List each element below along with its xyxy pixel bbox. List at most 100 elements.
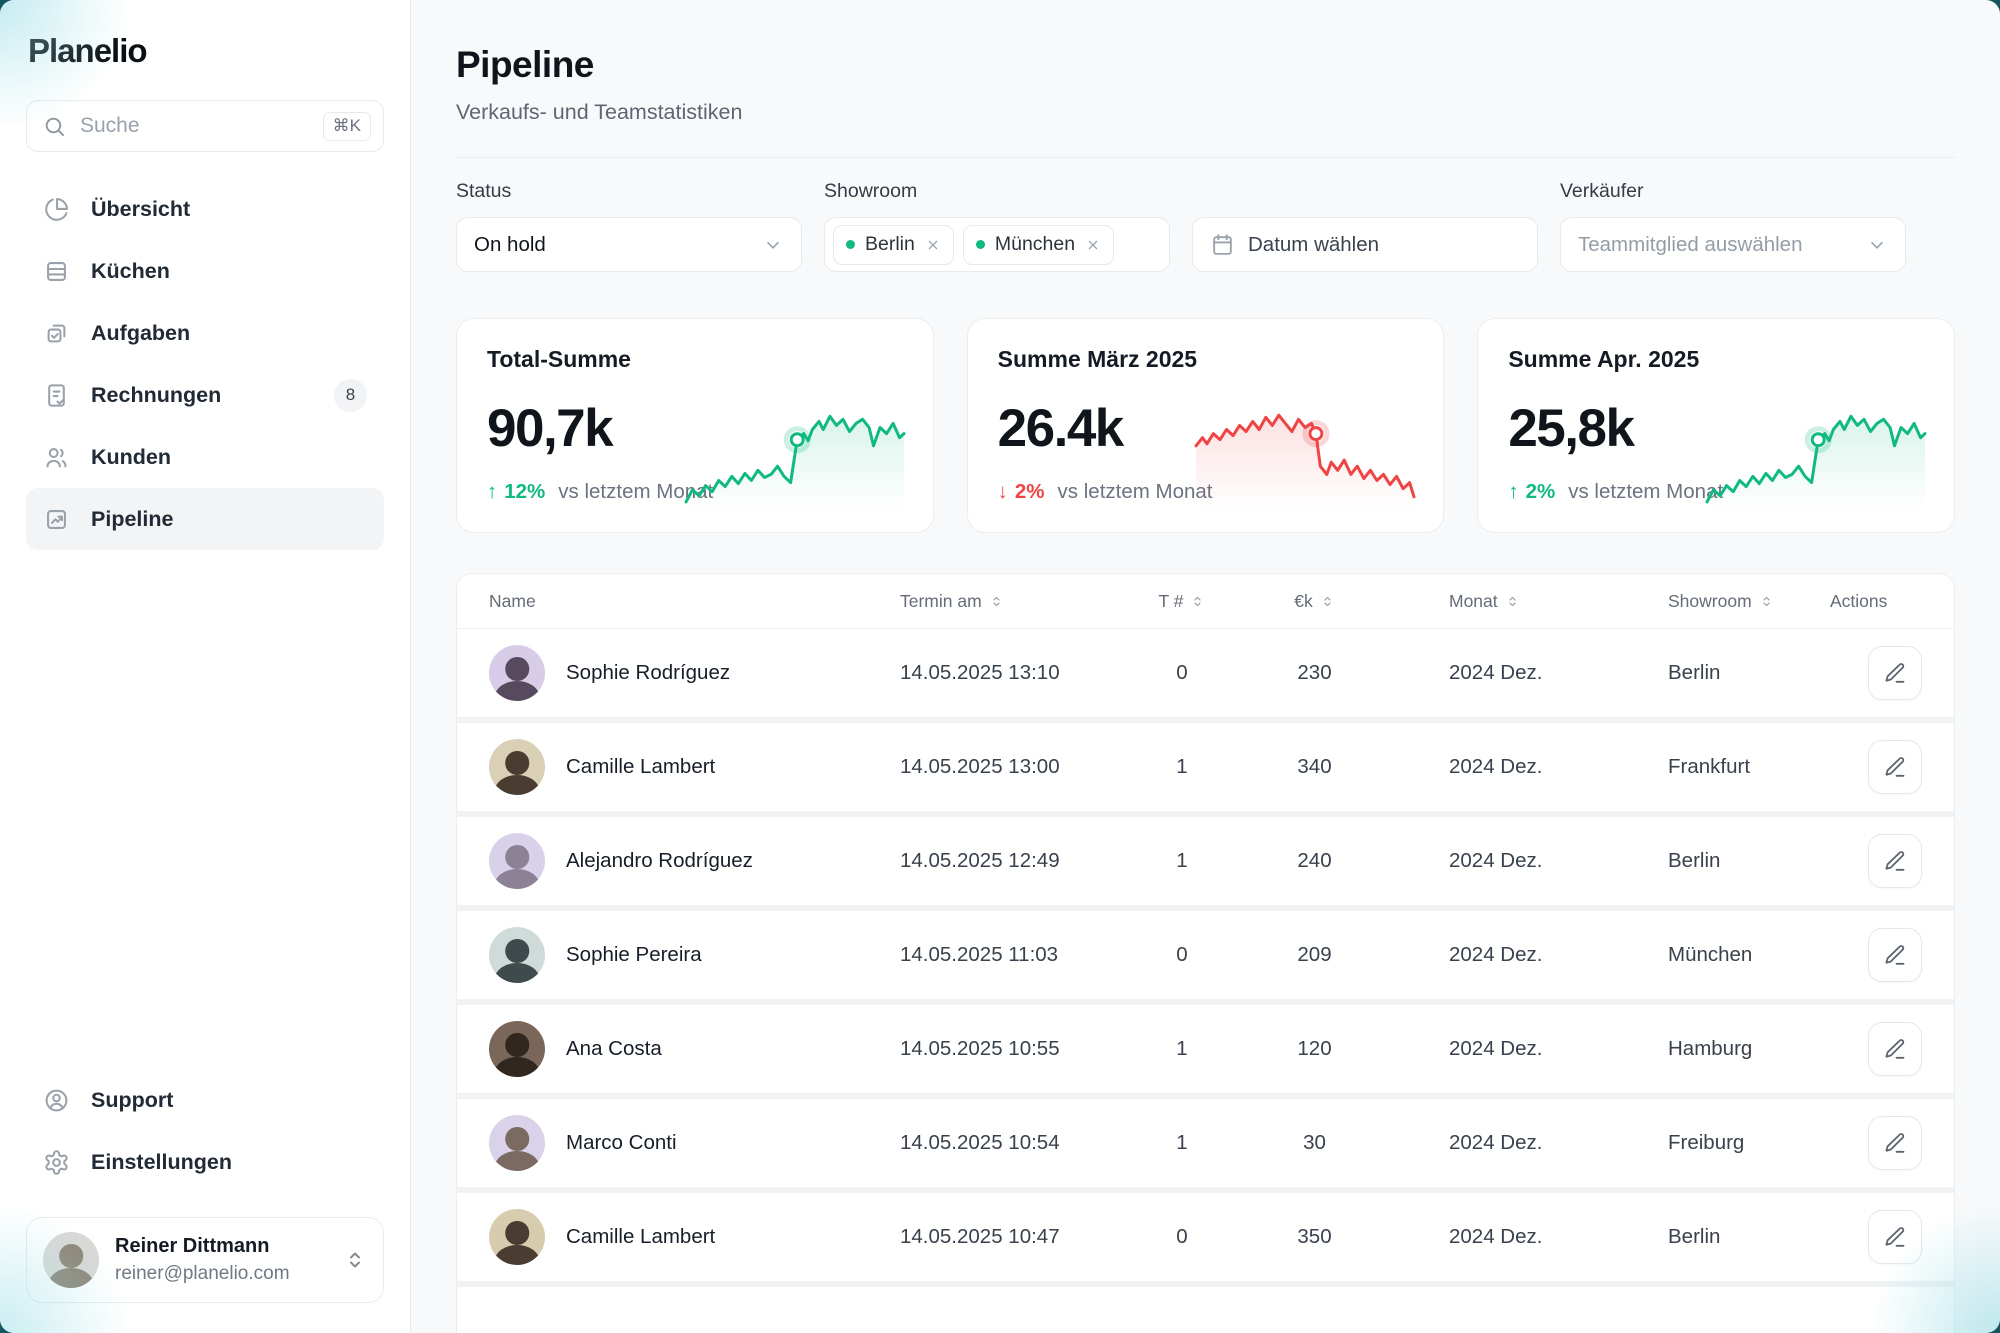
cell-t-count: 1 xyxy=(1176,1037,1188,1060)
sidebar-item-label: Übersicht xyxy=(91,196,191,221)
sidebar-item-label: Pipeline xyxy=(91,506,174,531)
date-picker-button[interactable]: Datum wählen xyxy=(1192,217,1538,272)
seller-select-placeholder: Teammitglied auswählen xyxy=(1578,232,1803,256)
cell-termin: 14.05.2025 11:03 xyxy=(900,943,1059,966)
sidebar-item-support[interactable]: Support xyxy=(26,1069,384,1131)
cell-showroom: Hamburg xyxy=(1668,1037,1753,1060)
customer-name: Camille Lambert xyxy=(566,1225,716,1248)
cell-name: Sophie Rodríguez xyxy=(489,645,900,701)
cell-name: Alejandro Rodríguez xyxy=(489,833,900,889)
column-label: T # xyxy=(1158,590,1184,611)
customer-name: Alejandro Rodríguez xyxy=(566,849,753,872)
cell-monat: 2024 Dez. xyxy=(1449,661,1543,684)
column-header-t[interactable]: T # xyxy=(1122,591,1242,612)
avatar xyxy=(43,1232,99,1288)
chevrons-up-down-icon xyxy=(343,1248,367,1272)
chevron-down-icon xyxy=(762,234,784,256)
delta-caption: vs letztem Monat xyxy=(558,480,714,503)
showroom-multiselect[interactable]: Berlin München xyxy=(824,217,1170,272)
sidebar-nav: Übersicht Küchen Aufgaben Rec xyxy=(26,178,384,550)
search-input[interactable]: Suche ⌘K xyxy=(26,100,384,152)
sidebar-item-pipeline[interactable]: Pipeline xyxy=(26,488,384,550)
cell-name: Ana Costa xyxy=(489,1021,900,1077)
cell-showroom: Freiburg xyxy=(1668,1131,1745,1154)
sidebar-item-label: Rechnungen xyxy=(91,382,222,407)
edit-row-button[interactable] xyxy=(1868,1210,1922,1264)
users-icon xyxy=(43,444,70,471)
cell-termin: 14.05.2025 10:55 xyxy=(900,1037,1060,1060)
column-header-actions: Actions xyxy=(1830,591,1922,612)
status-select[interactable]: On hold xyxy=(456,217,802,272)
pencil-icon xyxy=(1883,1225,1907,1249)
seller-select[interactable]: Teammitglied auswählen xyxy=(1560,217,1906,272)
sidebar-item-rechnungen[interactable]: Rechnungen 8 xyxy=(26,364,384,426)
date-picker-label: Datum wählen xyxy=(1248,232,1380,256)
column-header-monat[interactable]: Monat xyxy=(1387,591,1642,612)
cell-termin: 14.05.2025 10:54 xyxy=(900,1131,1060,1154)
column-header-k[interactable]: €k xyxy=(1242,591,1387,612)
stat-card-title: Summe März 2025 xyxy=(997,346,1198,372)
sidebar-item-aufgaben[interactable]: Aufgaben xyxy=(26,302,384,364)
stat-card-total-summe: Total-Summe 90,7k ↑ 12% vs letztem Monat xyxy=(456,318,934,533)
cell-ek: 30 xyxy=(1303,1131,1326,1154)
seller-filter-group: Verkäufer Teammitglied auswählen xyxy=(1560,180,1906,272)
chip-label: Berlin xyxy=(865,233,915,255)
table-row-alejandro-rodr-guez: Alejandro Rodríguez 14.05.2025 12:49 1 2… xyxy=(457,817,1954,911)
cell-actions xyxy=(1830,646,1922,700)
seller-filter-label: Verkäufer xyxy=(1560,180,1644,202)
cell-t-count: 0 xyxy=(1176,943,1188,966)
edit-row-button[interactable] xyxy=(1868,1116,1922,1170)
showroom-chip-berlin[interactable]: Berlin xyxy=(833,224,954,265)
edit-row-button[interactable] xyxy=(1868,834,1922,888)
status-filter-label: Status xyxy=(456,180,512,202)
cell-monat: 2024 Dez. xyxy=(1449,1225,1543,1248)
sort-icon xyxy=(1759,594,1774,609)
delta-percent: 2% xyxy=(1014,480,1045,503)
pencil-icon xyxy=(1883,1131,1907,1155)
sort-icon xyxy=(1505,594,1520,609)
showroom-filter-group: Showroom Berlin München xyxy=(824,180,1170,272)
edit-row-button[interactable] xyxy=(1868,646,1922,700)
avatar xyxy=(489,739,545,795)
sidebar-item-küchen[interactable]: Küchen xyxy=(26,240,384,302)
remove-chip-icon[interactable] xyxy=(925,237,941,253)
cell-monat: 2024 Dez. xyxy=(1449,1037,1543,1060)
table-row-ana-costa: Ana Costa 14.05.2025 10:55 1 120 2024 De… xyxy=(457,1005,1954,1099)
edit-row-button[interactable] xyxy=(1868,740,1922,794)
column-label: Monat xyxy=(1449,590,1498,611)
cell-name: Sophie Pereira xyxy=(489,927,900,983)
pencil-icon xyxy=(1883,755,1907,779)
cell-showroom: Berlin xyxy=(1668,849,1721,872)
column-label: Name xyxy=(489,590,536,611)
table-row-sophie-rodr-guez: Sophie Rodríguez 14.05.2025 13:10 0 230 … xyxy=(457,629,1954,723)
cell-ek: 350 xyxy=(1297,1225,1332,1248)
sidebar-item-label: Support xyxy=(91,1087,174,1112)
remove-chip-icon[interactable] xyxy=(1085,237,1101,253)
cell-ek: 340 xyxy=(1297,755,1332,778)
edit-row-button[interactable] xyxy=(1868,928,1922,982)
customer-name: Ana Costa xyxy=(566,1037,662,1060)
cell-showroom: Berlin xyxy=(1668,1225,1721,1248)
edit-row-button[interactable] xyxy=(1868,1022,1922,1076)
delta-caption: vs letztem Monat xyxy=(1568,480,1724,503)
cell-actions xyxy=(1830,740,1922,794)
page-subtitle: Verkaufs- und Teamstatistiken xyxy=(456,100,743,124)
avatar xyxy=(489,1115,545,1171)
sidebar-item-kunden[interactable]: Kunden xyxy=(26,426,384,488)
sidebar-item-einstellungen[interactable]: Einstellungen xyxy=(26,1131,384,1193)
page-title: Pipeline xyxy=(456,44,594,85)
stat-card-summe-märz-2025: Summe März 2025 26.4k ↓ 2% vs letztem Mo… xyxy=(966,318,1445,533)
showroom-chip-münchen[interactable]: München xyxy=(962,224,1115,265)
sidebar-item-übersicht[interactable]: Übersicht xyxy=(26,178,384,240)
cell-ek: 240 xyxy=(1297,849,1332,872)
column-header-showroom[interactable]: Showroom xyxy=(1642,591,1830,612)
delta-caption: vs letztem Monat xyxy=(1057,480,1213,503)
cell-t-count: 1 xyxy=(1176,755,1188,778)
user-menu[interactable]: Reiner Dittmann reiner@planelio.com xyxy=(26,1217,384,1303)
sidebar-footer-nav: Support Einstellungen xyxy=(26,1069,384,1193)
column-header-termin-am[interactable]: Termin am xyxy=(900,591,1122,612)
sidebar-item-label: Einstellungen xyxy=(91,1149,232,1174)
search-placeholder: Suche xyxy=(80,114,140,137)
customer-name: Sophie Rodríguez xyxy=(566,661,731,684)
cell-ek: 230 xyxy=(1297,661,1332,684)
